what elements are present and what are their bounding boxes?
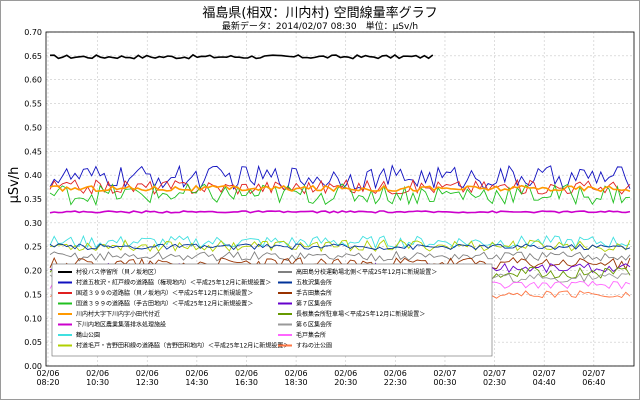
legend-entry: 長根集会所駐車場＜平成25年12月に新規設置＞ bbox=[296, 310, 425, 318]
y-tick-label: 0.25 bbox=[24, 243, 42, 252]
legend-entry: 高田島分校運動場北側＜平成25年12月に新規設置＞ bbox=[296, 268, 437, 276]
x-tick-time: 04:40 bbox=[533, 378, 556, 387]
x-tick-date: 02/06 bbox=[36, 369, 59, 378]
y-axis-label: μSv/h bbox=[7, 167, 22, 204]
legend-entry: 第７区集会所 bbox=[296, 300, 332, 308]
y-tick-label: 0.15 bbox=[24, 290, 42, 299]
x-tick-date: 02/07 bbox=[533, 369, 556, 378]
y-tick-label: 0.40 bbox=[24, 171, 42, 180]
x-tick-time: 02:30 bbox=[483, 378, 506, 387]
y-tick-label: 0.65 bbox=[24, 52, 42, 61]
y-tick-label: 0.30 bbox=[24, 219, 42, 228]
x-tick-time: 08:20 bbox=[36, 378, 59, 387]
chart-subtitle: 最新データ：2014/02/07 08:30 単位：μSv/h bbox=[222, 20, 418, 32]
legend-entry: 川内村大字下川内字小田代付近 bbox=[76, 310, 160, 318]
x-tick-time: 18:30 bbox=[285, 378, 308, 387]
y-tick-label: 0.60 bbox=[24, 76, 42, 85]
series-line bbox=[49, 243, 631, 251]
x-tick-time: 06:40 bbox=[582, 378, 605, 387]
x-tick-date: 02/07 bbox=[433, 369, 456, 378]
legend-entry: 村道毛戸・吉野田和線の道路脇（吉野田和地内）＜平成25年12月に新規設置＞ bbox=[76, 342, 289, 350]
legend-entry: すねの辻公園 bbox=[296, 342, 332, 350]
series-line bbox=[49, 53, 434, 60]
y-tick-label: 0.00 bbox=[24, 362, 42, 371]
series-line bbox=[49, 164, 631, 191]
x-tick-date: 02/07 bbox=[582, 369, 605, 378]
legend-entry: 国道３９９の道路脇（手古田地内）＜平成25年12月に新規設置＞ bbox=[76, 300, 253, 308]
legend: 村役バス停留所（貝ノ坂地区） 村道五枚沢・紅戸線の道路脇（権現地内）＜平成25年1… bbox=[51, 263, 493, 357]
legend-entry: 第６区集会所 bbox=[296, 321, 332, 329]
y-tick-label: 0.50 bbox=[24, 123, 42, 132]
legend-entry: 村道五枚沢・紅戸線の道路脇（権現地内）＜平成25年12月に新規設置＞ bbox=[76, 279, 271, 287]
y-tick-label: 0.35 bbox=[24, 195, 42, 204]
x-tick-time: 16:30 bbox=[235, 378, 258, 387]
legend-entry: 五枚沢集会所 bbox=[296, 279, 332, 287]
plot-border bbox=[45, 31, 635, 367]
x-tick-date: 02/06 bbox=[384, 369, 407, 378]
legend-entry: 国道３９９の道路脇（貝ノ坂地内）＜平成25年12月に新規設置＞ bbox=[76, 289, 253, 297]
x-tick-date: 02/07 bbox=[483, 369, 506, 378]
x-tick-date: 02/06 bbox=[185, 369, 208, 378]
y-tick-label: 0.45 bbox=[24, 147, 42, 156]
x-tick-time: 00:30 bbox=[433, 378, 456, 387]
x-tick-date: 02/06 bbox=[86, 369, 109, 378]
x-tick-time: 20:30 bbox=[334, 378, 357, 387]
x-tick-date: 02/06 bbox=[285, 369, 308, 378]
series-line bbox=[49, 250, 631, 262]
axes: 0.00 0.05 0.10 0.15 0.20 0.25 0.30 0.35 0.40 0.45… bbox=[24, 28, 635, 387]
x-tick-time: 12:30 bbox=[136, 378, 159, 387]
x-tick-date: 02/06 bbox=[235, 369, 258, 378]
y-tick-label: 0.20 bbox=[24, 267, 42, 276]
x-tick-time: 14:30 bbox=[185, 378, 208, 387]
y-tick-label: 0.10 bbox=[24, 314, 42, 323]
x-tick-time: 10:30 bbox=[86, 378, 109, 387]
series-line bbox=[50, 239, 631, 253]
y-tick-label: 0.70 bbox=[24, 28, 42, 37]
legend-entry: 手古田集会所 bbox=[296, 289, 332, 297]
y-tick-label: 0.05 bbox=[24, 338, 42, 347]
series-line bbox=[49, 183, 631, 207]
x-tick-date: 02/06 bbox=[334, 369, 357, 378]
y-tick-label: 0.55 bbox=[24, 100, 42, 109]
x-tick-time: 22:30 bbox=[384, 378, 407, 387]
chart-title: 福島県(相双：川内村) 空間線量率グラフ bbox=[202, 5, 437, 21]
series-line bbox=[49, 210, 631, 214]
series-line bbox=[49, 184, 631, 193]
legend-entry: 下川内地区農業集落排水処理施設 bbox=[76, 321, 166, 329]
legend-entry: 村役バス停留所（貝ノ坂地区） bbox=[76, 268, 160, 276]
legend-entry: 鶴山公園 bbox=[76, 331, 100, 339]
legend-box bbox=[51, 263, 493, 357]
x-tick-date: 02/06 bbox=[136, 369, 159, 378]
legend-entry: 毛戸集会所 bbox=[296, 331, 326, 339]
